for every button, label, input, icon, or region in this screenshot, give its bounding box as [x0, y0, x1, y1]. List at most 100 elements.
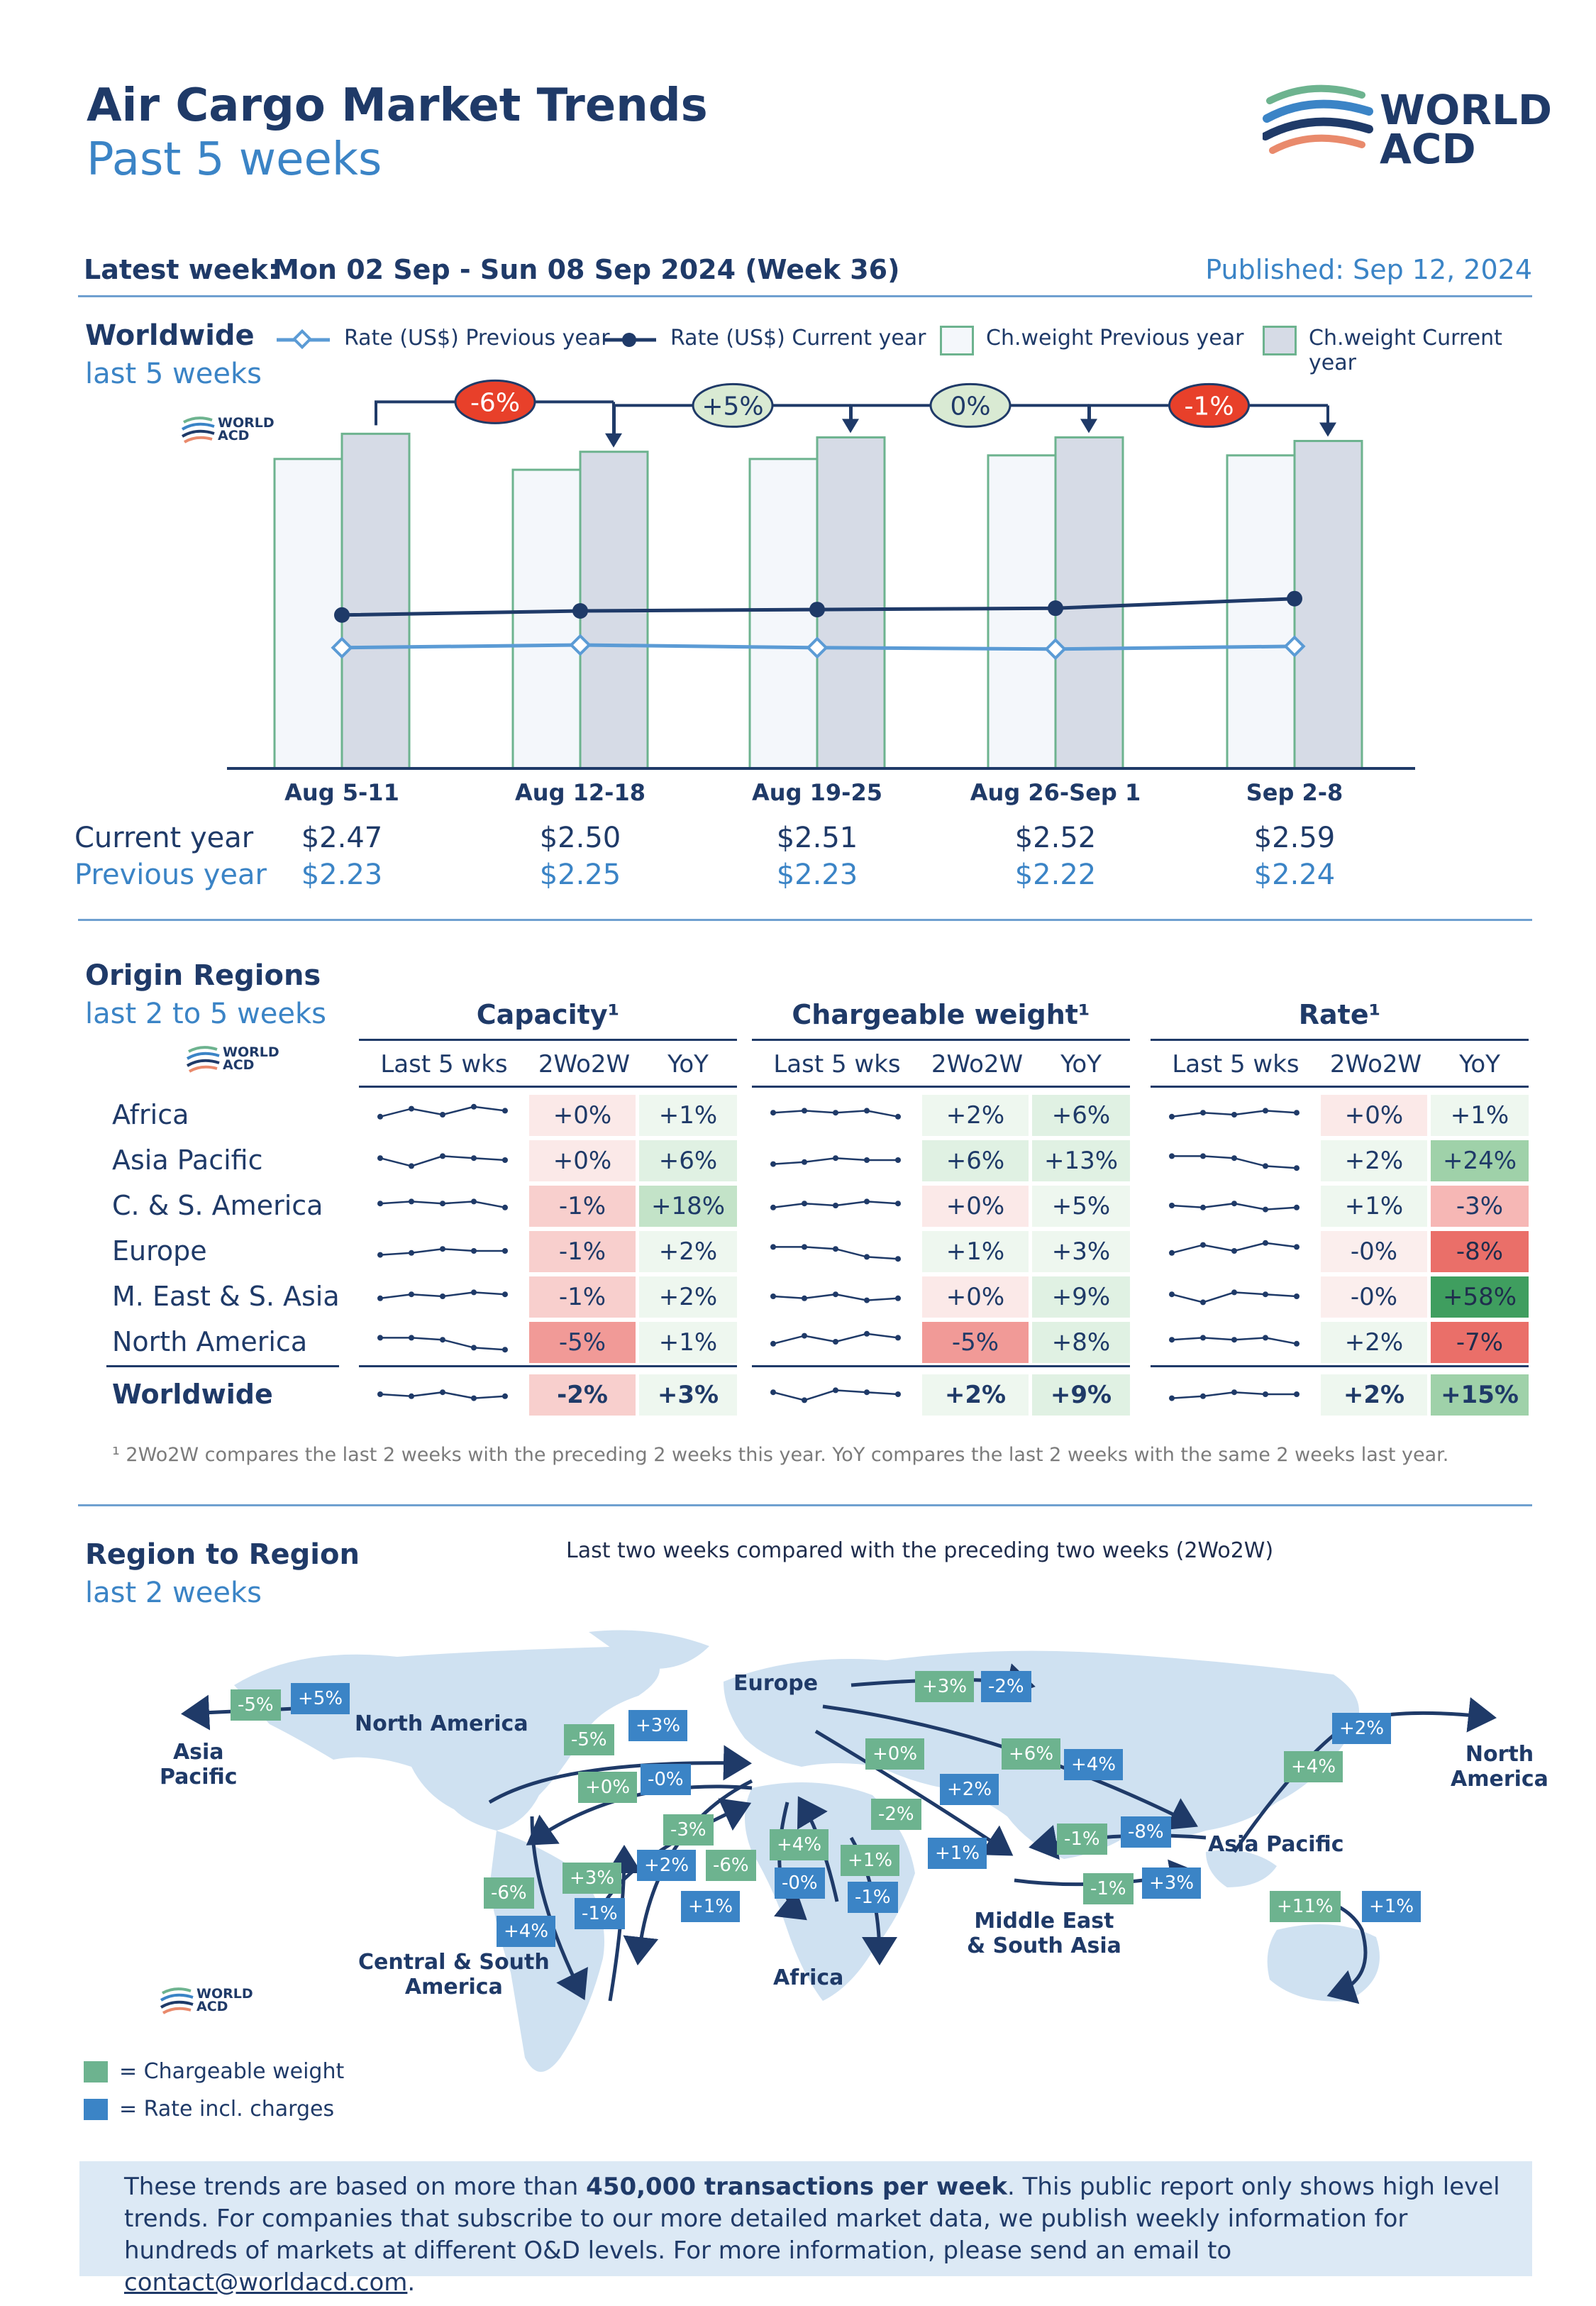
chart-legend: Rate (US$) Previous year Rate (US$) Curr… — [273, 323, 1536, 375]
sparkline-point — [1169, 1203, 1175, 1208]
worldwide-chart: Aug 5-11 Aug 12-18 Aug 19-25 Aug 26-Sep 1 Se… — [227, 379, 1415, 806]
metric-cell: +2% — [1321, 1374, 1427, 1416]
metric-cell: -5% — [922, 1322, 1029, 1363]
metric-cell: +2% — [922, 1095, 1029, 1136]
subhead-rule — [1151, 1086, 1529, 1088]
sparkline-point — [1231, 1201, 1237, 1207]
metric-cell: +5% — [1032, 1186, 1130, 1227]
chip-rate: +4% — [497, 1916, 556, 1947]
sparkline-point — [770, 1204, 776, 1210]
origin-logo: WORLD ACD — [186, 1043, 292, 1078]
sparkline-point — [1231, 1389, 1237, 1396]
point-rate-cur — [572, 603, 588, 619]
metric-cell: +13% — [1032, 1140, 1130, 1181]
sparkline-point — [770, 1110, 776, 1116]
sparkline-point — [1231, 1248, 1237, 1254]
sparkline-point — [1294, 1204, 1299, 1210]
sparkline-point — [770, 1340, 776, 1347]
chip-chargeable-weight: -1% — [1083, 1873, 1134, 1904]
rate-previous-value: $2.22 — [1014, 859, 1097, 891]
chip-chargeable-weight: +4% — [770, 1829, 829, 1860]
sparkline-point — [471, 1248, 477, 1254]
total-rule — [752, 1365, 1130, 1367]
chip-chargeable-weight: +3% — [915, 1671, 975, 1702]
rate-previous-value: $2.23 — [301, 859, 383, 891]
sparkline-point — [1200, 1393, 1206, 1399]
chip-chargeable-weight: +6% — [1002, 1738, 1061, 1770]
sparkline-point — [1169, 1153, 1175, 1159]
metric-cell: +0% — [529, 1095, 636, 1136]
metric-cell: +2% — [1321, 1322, 1427, 1363]
metric-cell: +1% — [639, 1322, 737, 1363]
col-subheader: 2Wo2W — [538, 1050, 631, 1078]
chip-rate: +1% — [681, 1891, 741, 1922]
chip-chargeable-weight: +0% — [578, 1772, 638, 1803]
map-label-asia-pacific-e: Asia Pacific — [1208, 1832, 1344, 1857]
sparkline-point — [502, 1108, 508, 1114]
x-tick-label: Aug 5-11 — [284, 779, 399, 806]
metric-cell: -0% — [1321, 1276, 1427, 1318]
change-bubble — [454, 379, 536, 424]
sparkline-point — [1200, 1110, 1206, 1116]
sparkline-point — [1169, 1249, 1175, 1256]
sparkline-point — [440, 1201, 445, 1207]
region-label: North America — [112, 1326, 308, 1357]
map-label-csa: Central & South America — [358, 1950, 550, 1999]
legend-rate-cur: Rate (US$) Current year — [670, 326, 926, 351]
row-label-previous: Previous year — [74, 859, 267, 891]
group-rule — [1151, 1039, 1529, 1041]
sparkline-point — [1200, 1153, 1206, 1159]
sparkline-point — [377, 1113, 383, 1120]
map-logo: WORLD ACD — [160, 1985, 266, 2020]
metric-cell: +8% — [1032, 1322, 1130, 1363]
legend-line-cur — [603, 333, 656, 347]
sparkline-point — [471, 1103, 477, 1110]
sparkline-point — [1294, 1110, 1299, 1116]
sparkline-point — [833, 1203, 838, 1208]
sparkline-point — [502, 1393, 508, 1399]
latest-week-value: Mon 02 Sep - Sun 08 Sep 2024 (Week 36) — [272, 254, 900, 285]
chip-chargeable-weight: +1% — [841, 1845, 900, 1876]
sparkline-point — [1263, 1163, 1268, 1169]
sparkline-point — [833, 1387, 838, 1394]
sparkline-point — [409, 1198, 414, 1205]
sparkline-point — [1263, 1291, 1268, 1298]
region-label: C. & S. America — [112, 1190, 323, 1221]
sparkline-point — [440, 1153, 445, 1159]
metric-cell: +2% — [922, 1374, 1029, 1416]
info-text: These trends are based on more than 450,… — [124, 2171, 1514, 2299]
metric-cell: +15% — [1431, 1374, 1529, 1416]
sparkline-point — [895, 1201, 901, 1207]
subhead-rule — [752, 1086, 1130, 1088]
point-rate-cur — [1287, 590, 1302, 607]
chip-chargeable-weight: +4% — [1284, 1751, 1343, 1782]
map-label-asia-pacific-w: Asia Pacific — [160, 1740, 238, 1789]
metric-cell: -3% — [1431, 1186, 1529, 1227]
contact-email-link[interactable]: contact@worldacd.com — [124, 2268, 408, 2297]
logo-text-acd: ACD — [196, 1999, 228, 2015]
col-subheader: 2Wo2W — [1329, 1050, 1422, 1078]
group-header: Rate¹ — [1298, 999, 1381, 1030]
metric-cell: +6% — [639, 1140, 737, 1181]
sparkline-point — [1294, 1244, 1299, 1250]
sparkline-point — [1263, 1391, 1268, 1397]
sparkline-point — [377, 1295, 383, 1301]
col-subheader: Last 5 wks — [1172, 1050, 1299, 1078]
metric-cell: -8% — [1431, 1231, 1529, 1272]
sparkline-point — [471, 1198, 477, 1205]
worldacd-logo: WORLD ACD — [1263, 79, 1552, 172]
chart-logo: WORLD ACD — [181, 414, 287, 449]
change-arrow-icon — [1319, 422, 1336, 437]
sparkline-point — [895, 1256, 901, 1262]
sparkline-point — [409, 1105, 414, 1112]
region-label: Africa — [112, 1099, 189, 1130]
metric-cell: +24% — [1431, 1140, 1529, 1181]
worldwide-subtitle: last 5 weeks — [85, 358, 262, 390]
sparkline-point — [864, 1157, 870, 1163]
sparkline-point — [864, 1198, 870, 1205]
chip-chargeable-weight: -5% — [564, 1724, 614, 1755]
bar-weight-prev — [1226, 454, 1296, 770]
latest-week-label: Latest week: — [84, 254, 279, 285]
region-label: Worldwide — [112, 1379, 273, 1410]
sparkline-point — [864, 1254, 870, 1260]
